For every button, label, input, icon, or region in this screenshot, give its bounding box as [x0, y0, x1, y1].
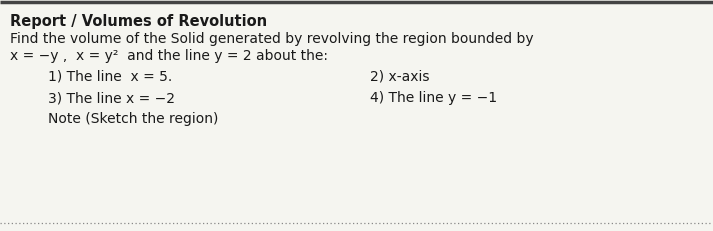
Text: Note (Sketch the region): Note (Sketch the region) [48, 112, 218, 125]
Text: Find the volume of the Solid generated by revolving the region bounded by: Find the volume of the Solid generated b… [10, 32, 533, 46]
Text: 3) The line x = −2: 3) The line x = −2 [48, 91, 175, 105]
Text: 4) The line y = −1: 4) The line y = −1 [370, 91, 497, 105]
Text: Report / Volumes of Revolution: Report / Volumes of Revolution [10, 14, 267, 29]
Text: 2) x-axis: 2) x-axis [370, 70, 429, 84]
Text: 1) The line  x = 5.: 1) The line x = 5. [48, 70, 173, 84]
Text: x = −y ,  x = y²  and the line y = 2 about the:: x = −y , x = y² and the line y = 2 about… [10, 49, 328, 63]
